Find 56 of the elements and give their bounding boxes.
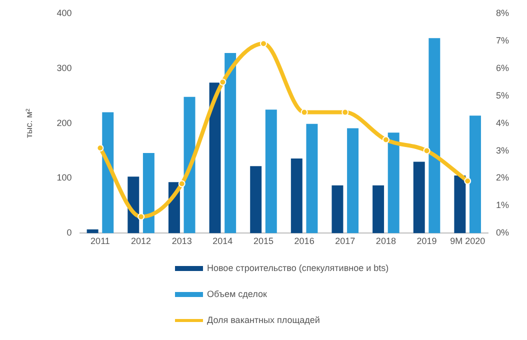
bar [184, 96, 196, 234]
point [464, 178, 472, 184]
y2-tick-label: 3% [496, 145, 510, 156]
y2-tick-label: 5% [496, 90, 510, 100]
y-tick-label: 0 [66, 228, 72, 238]
bar [290, 158, 302, 234]
x-tick-label: 2011 [90, 236, 110, 246]
bar [209, 82, 221, 234]
x-tick-label: 2017 [335, 236, 356, 246]
y2-tick-label: 0% [496, 228, 510, 238]
bar [86, 229, 98, 234]
bar [265, 110, 277, 234]
point [342, 108, 349, 116]
point [423, 147, 430, 154]
x-tick-label: 2012 [131, 236, 152, 246]
y-tick-label: 400 [56, 8, 72, 18]
y-tick-label: 300 [56, 62, 72, 73]
y-tick-label: 200 [56, 118, 72, 128]
point [96, 144, 104, 152]
point [260, 40, 267, 48]
y-tick-label: 100 [56, 172, 72, 183]
bar [250, 166, 262, 234]
x-tick-label: 2019 [416, 236, 437, 246]
x-tick-label: 2015 [253, 236, 274, 246]
legend-label: Доля вакантных площадей [207, 315, 320, 325]
y2-tick-label: 6% [496, 62, 510, 73]
x-tick-label: 2016 [294, 236, 314, 246]
bar [142, 152, 154, 234]
bar [332, 185, 344, 234]
bar [102, 112, 114, 234]
bar [413, 162, 425, 234]
x-tick-label: 9M 2020 [450, 236, 486, 246]
bar [306, 124, 318, 234]
y2-tick-label: 7% [496, 35, 510, 46]
y2-tick-label: 1% [496, 200, 510, 210]
bar [224, 52, 236, 234]
bar [469, 116, 481, 234]
point [382, 136, 390, 144]
x-tick-label: 2014 [212, 236, 233, 246]
point [219, 78, 226, 86]
x-tick-label: 2018 [376, 236, 396, 246]
point [300, 108, 308, 116]
bar [372, 185, 384, 234]
legend-label: Объем сделок [207, 289, 267, 299]
bar [388, 132, 400, 234]
point [138, 213, 145, 220]
bar [454, 176, 466, 234]
bar [347, 128, 359, 234]
y2-tick-label: 2% [496, 172, 510, 183]
point [178, 180, 186, 188]
y2-tick-label: 8% [496, 8, 510, 18]
y-axis-title: тыс. м² [24, 108, 34, 138]
legend-label: Новое строительство (спекулятивное и bts) [207, 263, 389, 273]
bar [428, 38, 440, 234]
y2-tick-label: 4% [496, 118, 510, 128]
x-tick-label: 2013 [172, 236, 192, 246]
